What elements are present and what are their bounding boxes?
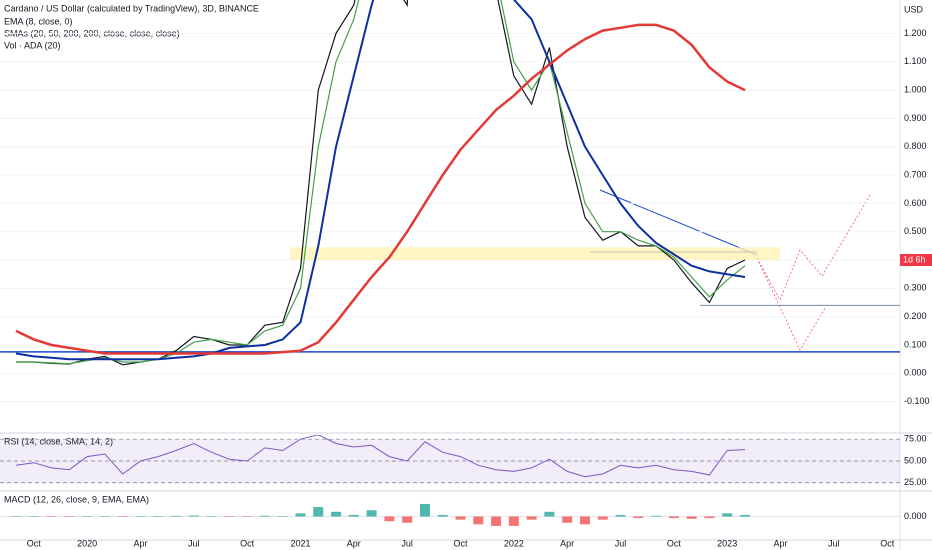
x-tick-label: Apr [560, 538, 574, 548]
x-tick-label: 2022 [504, 538, 524, 548]
macd-bar [259, 515, 270, 517]
price-tag-label: 1d 6h [903, 254, 926, 264]
macd-bar [366, 510, 377, 517]
y-tick-label: 1.200 [904, 28, 927, 38]
y-tick-label: 0.000 [904, 368, 927, 378]
macd-bar [206, 516, 217, 517]
macd-bar [562, 516, 573, 523]
macd-bar [633, 516, 644, 519]
macd-bar [224, 516, 235, 517]
y-tick-label: 0.800 [904, 141, 927, 151]
x-tick-label: 2023 [717, 538, 737, 548]
y-tick-label: 0.200 [904, 311, 927, 321]
macd-bar [295, 513, 306, 517]
macd-bar [704, 516, 715, 519]
y-unit: USD [904, 4, 924, 14]
macd-tick-label: 0.000 [904, 511, 927, 521]
x-tick-label: Oct [240, 538, 255, 548]
x-tick-label: Apr [774, 538, 788, 548]
x-tick-label: Oct [667, 538, 682, 548]
macd-bar [11, 516, 21, 517]
macd-bar [99, 516, 110, 517]
macd-bar [348, 514, 359, 517]
x-tick-label: Jul [188, 538, 200, 548]
macd-bar [188, 515, 199, 517]
macd-title: MACD (12, 26, close, 9, EMA, EMA) [4, 494, 149, 504]
macd-bar [437, 514, 448, 517]
macd-pane [11, 503, 750, 526]
macd-bar [668, 516, 679, 519]
macd-bar [46, 516, 57, 517]
macd-bar [508, 516, 519, 526]
macd-bar [579, 516, 590, 525]
rsi-tick-label: 50.00 [904, 455, 927, 465]
price-tag [900, 254, 932, 267]
x-tick-label: 2021 [290, 538, 310, 548]
rsi-line [15, 435, 746, 478]
macd-bar [526, 516, 537, 520]
macd-bar [651, 515, 662, 517]
y-tick-label: 0.300 [904, 283, 927, 293]
x-tick-label: Apr [133, 538, 147, 548]
macd-bar [722, 513, 733, 517]
y-tick-label: 1.000 [904, 84, 927, 94]
y-tick-label: 0.700 [904, 169, 927, 179]
x-tick-label: Jul [828, 538, 840, 548]
macd-bar [82, 516, 93, 517]
main-pane [0, 0, 900, 366]
macd-bar [135, 516, 146, 517]
rsi-tick-label: 75.00 [904, 434, 927, 444]
macd-bar [313, 507, 324, 517]
rsi-title: RSI (14, close, SMA, 14, 2) [4, 436, 113, 446]
macd-bar [242, 516, 253, 517]
y-tick-label: 0.900 [904, 113, 927, 123]
series-line [15, 23, 746, 355]
macd-bar [277, 516, 288, 517]
macd-bar [402, 516, 413, 523]
zone [290, 247, 780, 261]
macd-bar [615, 514, 626, 517]
macd-bar [686, 516, 697, 519]
y-tick-label: 0.600 [904, 198, 927, 208]
trendline [599, 189, 758, 256]
x-tick-label: Jul [615, 538, 627, 548]
series-line [16, 0, 746, 365]
macd-bar [544, 511, 555, 517]
macd-bar [64, 516, 75, 517]
macd-bar [455, 516, 466, 520]
x-tick-label: Apr [347, 538, 361, 548]
x-tick-label: Oct [453, 538, 468, 548]
x-tick-label: 2020 [77, 538, 97, 548]
x-tick-label: Oct [27, 538, 42, 548]
chart-title: Cardano / US Dollar (calculated by Tradi… [4, 3, 259, 13]
macd-bar [153, 516, 164, 517]
indicator-label: Vol · ADA (20) [4, 40, 61, 50]
projection-up [756, 194, 871, 302]
y-tick-label: 0.100 [904, 339, 927, 349]
series-line [15, 0, 746, 361]
macd-bar [331, 511, 342, 517]
macd-bar [419, 503, 430, 517]
macd-bar [117, 516, 128, 517]
rsi-tick-label: 25.00 [904, 477, 927, 487]
y-tick-label: 1.100 [904, 56, 927, 66]
indicator-label: EMA (8, close, 0) [4, 16, 73, 26]
macd-bar [473, 516, 484, 525]
macd-bar [491, 516, 502, 526]
y-tick-label: -0.100 [904, 396, 930, 406]
macd-bar [597, 516, 608, 520]
macd-bar [28, 516, 39, 517]
rsi-pane [15, 435, 746, 478]
x-tick-label: Jul [401, 538, 413, 548]
y-tick-label: 0.500 [904, 226, 927, 236]
macd-bar [739, 514, 750, 517]
x-tick-label: Oct [880, 538, 895, 548]
macd-bar [384, 516, 395, 522]
macd-bar [171, 515, 182, 517]
